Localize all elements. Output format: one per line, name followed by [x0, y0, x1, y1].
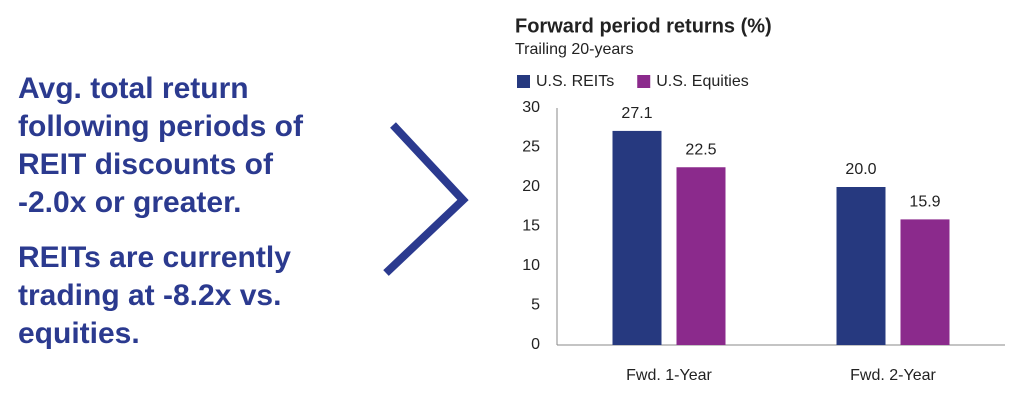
callout-text: following periods of — [18, 110, 304, 143]
y-tick-label: 0 — [531, 336, 540, 353]
value-label: 27.1 — [621, 105, 652, 122]
callout-text: trading at -8.2x vs. — [18, 279, 281, 312]
y-tick-label: 10 — [522, 257, 540, 274]
legend-swatch — [517, 75, 530, 88]
callout-text: REIT discounts of — [18, 148, 274, 181]
value-label: 22.5 — [685, 141, 716, 158]
bar — [676, 167, 726, 345]
callout-text: equities. — [18, 317, 140, 350]
bar — [612, 130, 662, 345]
x-tick-label: Fwd. 1-Year — [626, 367, 712, 384]
y-tick-label: 5 — [531, 297, 540, 314]
chevron — [383, 122, 469, 276]
x-tick-label: Fwd. 2-Year — [850, 367, 936, 384]
y-tick-label: 15 — [522, 218, 540, 235]
chart-subtitle: Trailing 20-years — [515, 41, 634, 58]
y-tick-label: 20 — [522, 178, 540, 195]
chart-title: Forward period returns (%) — [515, 15, 772, 37]
y-tick-label: 25 — [522, 139, 540, 156]
legend-swatch — [637, 75, 651, 88]
value-label: 20.0 — [845, 161, 876, 178]
legend-label: U.S. Equities — [656, 73, 748, 90]
value-label: 15.9 — [909, 194, 940, 211]
bar — [836, 187, 886, 345]
callout-text: REITs are currently — [18, 241, 291, 274]
callout-text: Avg. total return — [18, 72, 249, 105]
bar — [900, 219, 950, 345]
legend-label: U.S. REITs — [536, 73, 614, 90]
callout-text: -2.0x or greater. — [18, 186, 241, 219]
y-tick-label: 30 — [522, 99, 540, 116]
